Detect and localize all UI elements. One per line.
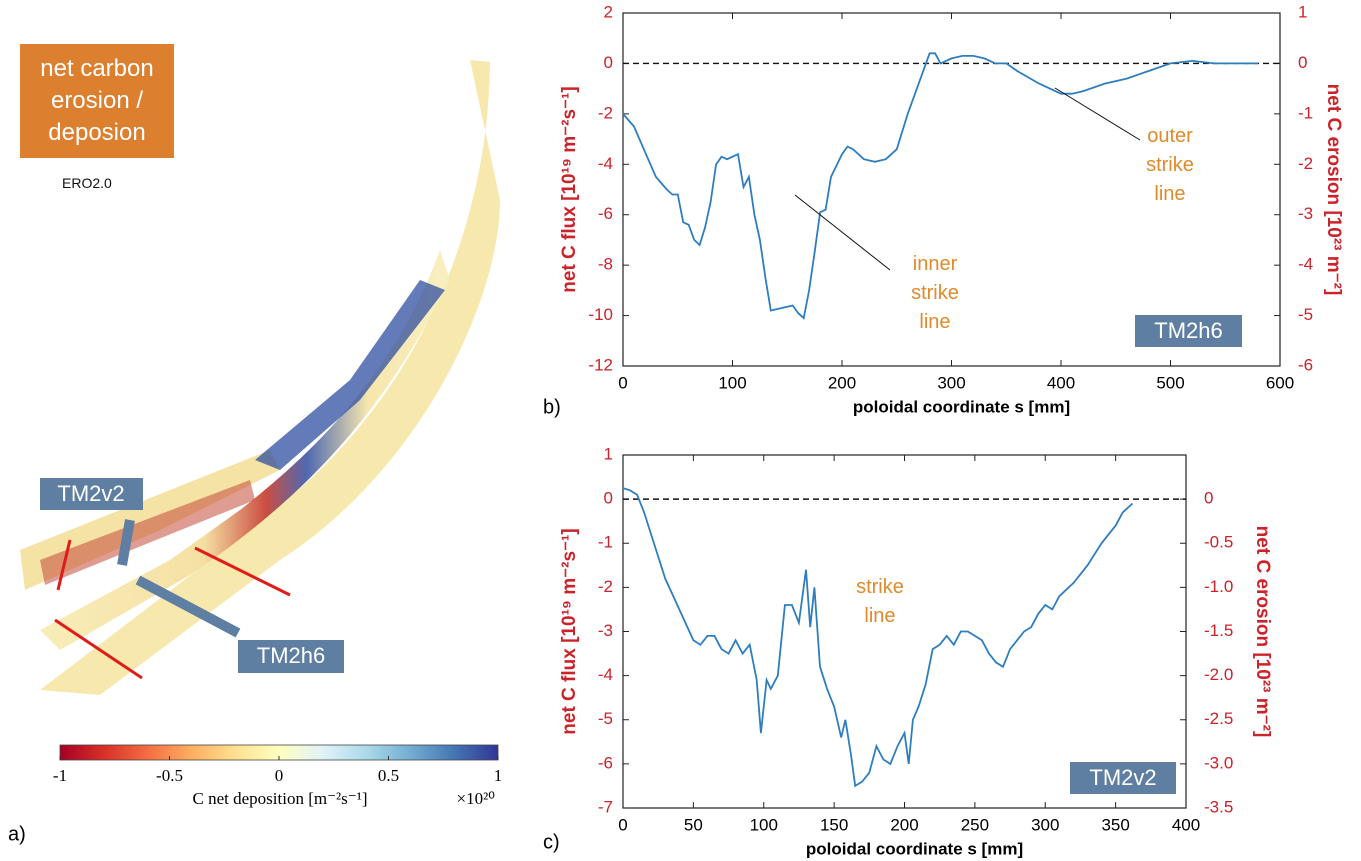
x-tick-label: 600 [1266, 373, 1294, 392]
y2-tick-label: -0.5 [1204, 533, 1233, 552]
panel-title: net carbon erosion / deposion [20, 44, 174, 158]
x-tick-label: 350 [1101, 815, 1129, 834]
tag-box [1070, 762, 1176, 794]
x-tick-label: 100 [750, 815, 778, 834]
x-tick-label: 50 [684, 815, 703, 834]
cut-marker [135, 575, 241, 638]
y2-tick-label: -1.0 [1204, 577, 1233, 596]
render-surface [40, 60, 500, 695]
x-tick-label: 0 [618, 373, 627, 392]
plot-frame [622, 454, 1187, 809]
panel-label: a) [8, 823, 26, 845]
x-tick-label: -0.5 [156, 766, 183, 785]
annotation: strike line [856, 576, 904, 627]
y-tick-label: 0 [604, 53, 613, 72]
x-tick-label: 250 [961, 815, 989, 834]
y2-tick-label: -3.0 [1204, 753, 1233, 772]
x-tick-label: 1 [494, 766, 503, 785]
y-tick-label: -2 [598, 103, 613, 122]
y-tick-label: 2 [604, 2, 613, 21]
model-note: ERO2.0 [62, 175, 112, 191]
cut-line [194, 546, 291, 597]
x-tick-label: 300 [1031, 815, 1059, 834]
y-tick-label: -2 [598, 577, 613, 596]
data-line [622, 52, 1259, 320]
render-stripe [40, 250, 450, 650]
render-stripe [255, 280, 445, 470]
tag-text: TM2v2 [1089, 765, 1156, 790]
y-tick-label: -4 [598, 665, 613, 684]
y2-axis-label: net C erosion [10²³ m⁻²] [1252, 526, 1273, 738]
y-tick-label: -10 [588, 305, 613, 324]
y2-tick-label: -4 [1298, 255, 1313, 274]
y2-tick-label: 0 [1298, 53, 1307, 72]
panel-label: b) [543, 396, 561, 418]
colorbar-label: C net deposition [m⁻²s⁻¹] [193, 789, 368, 808]
annotation-pointer [794, 194, 891, 271]
y-tick-label: -5 [598, 709, 613, 728]
data-line [622, 487, 1134, 788]
y2-tick-label: -2 [1298, 154, 1313, 173]
annotation: outer strike line [1146, 125, 1194, 205]
y-tick-label: -3 [598, 621, 613, 640]
y-axis-label: net C flux [10¹⁹ m⁻²s⁻¹] [559, 86, 580, 292]
tag-box [1135, 315, 1242, 347]
y2-tick-label: -6 [1298, 355, 1313, 374]
y2-tick-label: -5 [1298, 305, 1313, 324]
x-tick-label: 200 [828, 373, 856, 392]
y-tick-label: -6 [598, 753, 613, 772]
x-tick-label: 500 [1156, 373, 1184, 392]
label-text: TM2v2 [57, 481, 124, 506]
y-tick-label: -4 [598, 154, 613, 173]
x-tick-label: 200 [890, 815, 918, 834]
tag-text: TM2h6 [1154, 318, 1222, 343]
annotation-pointer [1054, 87, 1141, 141]
x-tick-label: 0 [275, 766, 284, 785]
y-tick-label: -1 [598, 533, 613, 552]
y2-tick-label: -1 [1298, 103, 1313, 122]
label-box [40, 478, 143, 510]
x-tick-label: 400 [1172, 815, 1200, 834]
y-tick-label: 1 [604, 444, 613, 463]
y2-axis-label: net C erosion [10²³ m⁻²] [1323, 84, 1344, 296]
y2-tick-label: 1 [1298, 2, 1307, 21]
divertor-render [20, 60, 500, 695]
y2-tick-label: -2.0 [1204, 665, 1233, 684]
label-box [238, 640, 344, 673]
y-tick-label: 0 [604, 489, 613, 508]
x-tick-label: 400 [1047, 373, 1075, 392]
y-tick-label: -7 [598, 797, 613, 816]
x-tick-label: 100 [718, 373, 746, 392]
colorbar-multiplier: ×10²⁰ [457, 789, 496, 808]
y2-tick-label: -3.5 [1204, 797, 1233, 816]
y2-tick-label: -3 [1298, 204, 1313, 223]
x-axis-label: poloidal coordinate s [mm] [806, 839, 1023, 858]
cut-marker [117, 519, 135, 566]
y2-tick-label: -2.5 [1204, 709, 1233, 728]
x-tick-label: 150 [820, 815, 848, 834]
panel-label: c) [543, 831, 560, 853]
y-tick-label: -6 [598, 204, 613, 223]
y2-tick-label: 0 [1204, 489, 1213, 508]
annotation: inner strike line [911, 253, 959, 333]
y-tick-label: -8 [598, 255, 613, 274]
x-axis-label: poloidal coordinate s [mm] [853, 397, 1070, 416]
y-axis-label: net C flux [10¹⁹ m⁻²s⁻¹] [559, 528, 580, 734]
x-tick-label: 0 [618, 815, 627, 834]
x-tick-label: 0.5 [378, 766, 399, 785]
y-tick-label: -12 [588, 355, 613, 374]
x-tick-label: 300 [937, 373, 965, 392]
cut-line [56, 539, 72, 591]
render-stripe [40, 480, 255, 585]
label-text: TM2h6 [257, 643, 325, 668]
plot-frame [622, 12, 1281, 367]
x-tick-label: -1 [53, 766, 67, 785]
y2-tick-label: -1.5 [1204, 621, 1233, 640]
cut-line [54, 618, 143, 680]
